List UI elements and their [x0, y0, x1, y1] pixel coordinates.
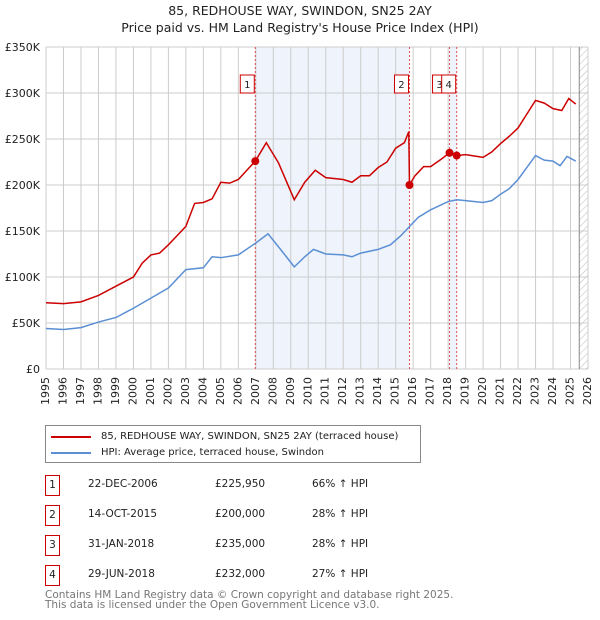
x-tick-label: 2001: [144, 377, 157, 405]
legend-red-line: [51, 435, 91, 438]
legend-red-label: 85, REDHOUSE WAY, SWINDON, SN25 2AY (ter…: [101, 431, 399, 442]
x-tick-label: 2009: [284, 377, 297, 405]
x-tick-label: 2010: [301, 377, 314, 405]
x-tick-label: 2004: [196, 377, 209, 405]
legend-blue-line: [51, 451, 91, 454]
y-tick-label: £350K: [5, 41, 41, 54]
sale-date: 22-DEC-2006: [88, 478, 158, 490]
x-tick-label: 2014: [371, 377, 384, 405]
y-tick-label: £100K: [5, 271, 41, 284]
legend: 85, REDHOUSE WAY, SWINDON, SN25 2AY (ter…: [45, 425, 421, 463]
price-paid-line: [45, 97, 577, 305]
sale-number: 4: [45, 565, 60, 586]
sale-number: 3: [45, 535, 60, 556]
x-tick-label: 2023: [529, 377, 542, 405]
footer-line-1: Contains HM Land Registry data © Crown c…: [45, 589, 454, 601]
x-tick-label: 1996: [56, 377, 69, 405]
sale-date: 29-JUN-2018: [88, 568, 155, 580]
x-tick-label: 1999: [109, 377, 122, 405]
x-tick-label: 2008: [266, 377, 279, 405]
sale-row: 3 31-JAN-2018 £235,000 28% ↑ HPI: [45, 535, 465, 556]
sale-point: [405, 181, 414, 189]
forecast-hatch: [579, 47, 588, 369]
sale-point: [251, 157, 260, 166]
chart-title: 85, REDHOUSE WAY, SWINDON, SN25 2AY: [168, 3, 432, 18]
sale-date: 14-OCT-2015: [88, 508, 157, 520]
sale-label-box: [393, 74, 409, 94]
x-tick-label: 2017: [424, 377, 437, 405]
y-tick-label: £0: [26, 363, 40, 376]
sale-label: 3: [436, 80, 442, 91]
x-tick-label: 2003: [179, 377, 192, 405]
sale-row: 4 29-JUN-2018 £232,000 27% ↑ HPI: [45, 565, 465, 586]
x-tick-label: 2018: [441, 377, 454, 405]
x-tick-label: 2002: [161, 377, 174, 405]
y-tick-label: £150K: [5, 225, 41, 238]
sale-point: [445, 148, 454, 157]
ownership-shade: [255, 47, 410, 369]
x-tick-label: 2013: [354, 377, 367, 405]
x-tick-label: 2006: [231, 377, 244, 405]
sale-date: 31-JAN-2018: [88, 538, 155, 550]
sale-row: 2 14-OCT-2015 £200,000 28% ↑ HPI: [45, 505, 465, 526]
sale-number: 2: [45, 505, 60, 526]
sale-hpi: 28% ↑ HPI: [312, 538, 369, 550]
price-chart: 1995 1996 1997 1998 1999 2000 2001 2002 2003 2004…: [5, 41, 594, 405]
x-tick-label: 2012: [336, 377, 349, 405]
sale-row: 1 22-DEC-2006 £225,950 66% ↑ HPI: [45, 475, 465, 496]
x-tick-label: 2024: [546, 377, 559, 405]
sale-price: £225,950: [215, 478, 266, 490]
ownership-shade: [449, 47, 457, 369]
sale-label: 1: [244, 80, 250, 91]
x-tick-label: 2005: [214, 377, 227, 405]
sale-price: £235,000: [215, 538, 266, 550]
sale-label: 4: [446, 80, 452, 91]
footer: Contains HM Land Registry data © Crown c…: [45, 589, 454, 611]
x-tick-label: 2015: [389, 377, 402, 405]
x-tick-label: 2021: [494, 377, 507, 405]
sale-label-box: [441, 74, 457, 94]
sale-price: £232,000: [215, 568, 266, 580]
sale-hpi: 28% ↑ HPI: [312, 508, 369, 520]
x-tick-label: 1995: [39, 377, 52, 405]
x-tick-label: 2022: [511, 377, 524, 405]
sale-hpi: 27% ↑ HPI: [312, 568, 369, 580]
x-tick-label: 2000: [126, 377, 139, 405]
legend-blue-label: HPI: Average price, terraced house, Swin…: [101, 447, 324, 458]
chart-subtitle: Price paid vs. HM Land Registry's House …: [121, 20, 479, 35]
y-tick-label: £300K: [5, 87, 41, 100]
x-tick-label: 2026: [581, 377, 594, 405]
y-tick-label: £250K: [5, 133, 41, 146]
sale-number: 1: [45, 475, 60, 496]
x-tick-label: 2007: [249, 377, 262, 405]
x-tick-label: 1997: [74, 377, 87, 405]
footer-line-2: This data is licensed under the Open Gov…: [45, 599, 380, 611]
x-tick-label: 2016: [406, 377, 419, 405]
y-tick-label: £50K: [12, 317, 41, 330]
sale-label: 2: [398, 80, 404, 91]
sale-point: [452, 151, 461, 160]
y-tick-label: £200K: [5, 179, 41, 192]
x-tick-label: 2020: [476, 377, 489, 405]
x-tick-label: 1998: [91, 377, 104, 405]
sale-label-box: [239, 74, 255, 94]
x-tick-label: 2011: [319, 377, 332, 405]
hpi-line: [45, 154, 577, 331]
sale-price: £200,000: [215, 508, 266, 520]
x-tick-label: 2025: [564, 377, 577, 405]
x-tick-label: 2019: [459, 377, 472, 405]
sale-hpi: 66% ↑ HPI: [312, 478, 369, 490]
